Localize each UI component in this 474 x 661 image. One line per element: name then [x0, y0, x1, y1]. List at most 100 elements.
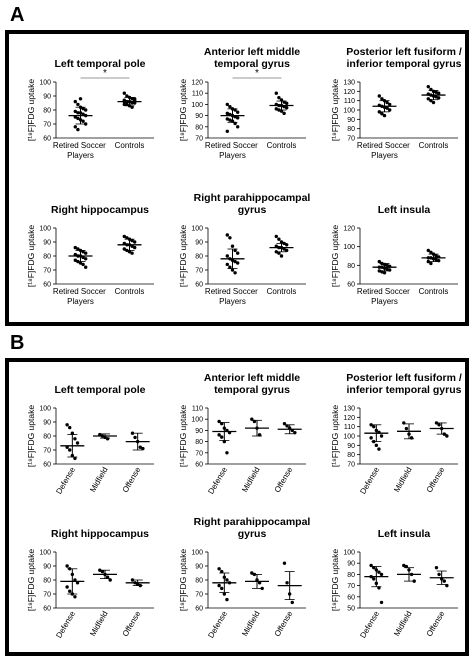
data-point	[379, 600, 384, 605]
data-point	[230, 268, 235, 272]
data-point	[429, 261, 433, 266]
y-tick-label: 90	[195, 428, 203, 435]
y-tick-label: 110	[344, 98, 355, 105]
plot: 60 80 100 120[¹⁸F]FDG uptake Retired Soccer …	[330, 225, 458, 306]
y-tick-label: 90	[43, 420, 51, 427]
data-point	[125, 236, 129, 240]
data-point	[382, 271, 387, 275]
y-tick-label: 80	[195, 578, 203, 585]
data-point	[78, 261, 83, 265]
data-point	[372, 424, 376, 429]
plot: 60 70 80 90 100[¹⁸F]FDG uptake Retired Soccer…	[26, 68, 154, 160]
data-point	[236, 251, 240, 255]
x-tick-label: Defense	[206, 609, 229, 640]
chart-title: Right parahippocampal gyrus	[193, 192, 311, 216]
y-tick-label: 80	[43, 108, 51, 115]
y-tick-label: 110	[192, 91, 203, 98]
chart: Left insula 60 80 100 120 [¹⁸F]FDG uptake Reti…	[318, 186, 468, 326]
y-tick-label: 100	[39, 80, 51, 87]
plot: 60 70 80 90 100[¹⁸F]FDG uptake Defense Midfiel…	[178, 549, 306, 640]
x-tick-label: Midfield	[240, 466, 262, 494]
x-tick-label-line: Players	[371, 151, 398, 160]
data-point	[225, 451, 229, 455]
data-point	[84, 251, 88, 255]
data-point	[68, 589, 72, 593]
y-tick-label: 70	[195, 268, 203, 275]
y-tick-label: 70	[347, 583, 355, 590]
chart-title: Posterior left fusiform / inferior tempo…	[346, 372, 462, 396]
y-tick-label: 90	[43, 564, 51, 571]
data-point	[382, 113, 387, 118]
data-point	[236, 116, 240, 120]
chart: Anterior left middle temporal gyrus 60 70 8…	[166, 366, 316, 506]
x-tick-label: Retired Soccer Players	[357, 287, 412, 306]
y-tick-label: 80	[347, 452, 355, 459]
y-tick-label: 120	[191, 80, 203, 87]
data-point	[236, 261, 240, 265]
x-tick-label: Defense	[206, 465, 229, 496]
y-tick-label: 80	[195, 124, 203, 131]
data-point	[81, 106, 85, 111]
data-point	[225, 254, 229, 258]
x-tick-label-line: Retired Soccer	[357, 141, 412, 150]
data-point	[76, 116, 80, 121]
data-point	[285, 243, 289, 247]
chart: Left temporal pole 60 70 80 90 100 [¹⁸F]FDG up…	[14, 40, 164, 180]
data-point	[73, 245, 77, 250]
data-point	[429, 250, 433, 254]
y-tick-label: 80	[347, 572, 355, 579]
y-tick-label: 110	[344, 424, 355, 431]
data-point	[274, 234, 278, 239]
y-tick-label: 70	[347, 136, 355, 143]
data-point	[431, 100, 436, 105]
data-point	[233, 248, 237, 253]
data-point	[285, 248, 289, 253]
y-tick-label: 70	[195, 136, 203, 143]
data-point	[73, 437, 77, 441]
data-point	[236, 110, 240, 114]
x-tick-label: Controls	[267, 141, 297, 150]
data-point	[442, 579, 446, 583]
data-point	[290, 600, 294, 605]
y-axis-label: [¹⁸F]FDG uptake	[330, 549, 340, 611]
y-tick-label: 70	[43, 122, 51, 129]
y-tick-label: 60	[43, 462, 51, 469]
data-point	[380, 112, 384, 116]
chart-title: Anterior left middle temporal gyrus	[203, 372, 301, 396]
data-point	[377, 94, 381, 98]
y-tick-label: 50	[347, 606, 355, 613]
data-point	[220, 569, 224, 574]
data-point	[222, 592, 227, 596]
data-point	[225, 578, 229, 582]
x-tick-label: Midfield	[88, 610, 110, 638]
data-point	[369, 423, 373, 427]
y-tick-label: 100	[343, 550, 355, 557]
data-point	[217, 583, 221, 588]
chart-title: Left temporal pole	[54, 58, 146, 70]
chart-title: Left temporal pole	[54, 384, 146, 396]
x-tick-label: Midfield	[392, 466, 414, 494]
data-point	[385, 100, 389, 105]
data-point	[279, 240, 284, 244]
x-tick-label: Defense	[358, 609, 381, 640]
chart: Posterior left fusiform / inferior tempo…	[318, 366, 468, 506]
y-axis-label: [¹⁸F]FDG uptake	[26, 225, 36, 287]
x-tick-label: Retired Soccer Players	[53, 141, 108, 160]
data-point	[285, 101, 289, 105]
data-point	[426, 248, 430, 253]
data-point	[130, 105, 134, 109]
y-tick-label: 90	[195, 564, 203, 571]
y-tick-label: 80	[195, 439, 203, 446]
x-tick-label: Offense	[121, 609, 143, 638]
y-tick-label: 70	[43, 592, 51, 599]
data-point	[81, 250, 85, 254]
y-tick-label: 100	[39, 406, 51, 413]
x-tick-label: Controls	[115, 141, 145, 150]
y-axis-label: [¹⁸F]FDG uptake	[178, 405, 188, 467]
x-tick-label: Midfield	[88, 466, 110, 494]
x-tick-label-line: Retired Soccer	[53, 141, 108, 150]
data-point	[279, 254, 284, 258]
chart-title: Left insula	[377, 528, 431, 540]
x-tick-label-line: Retired Soccer	[205, 141, 260, 150]
data-point	[122, 234, 127, 239]
